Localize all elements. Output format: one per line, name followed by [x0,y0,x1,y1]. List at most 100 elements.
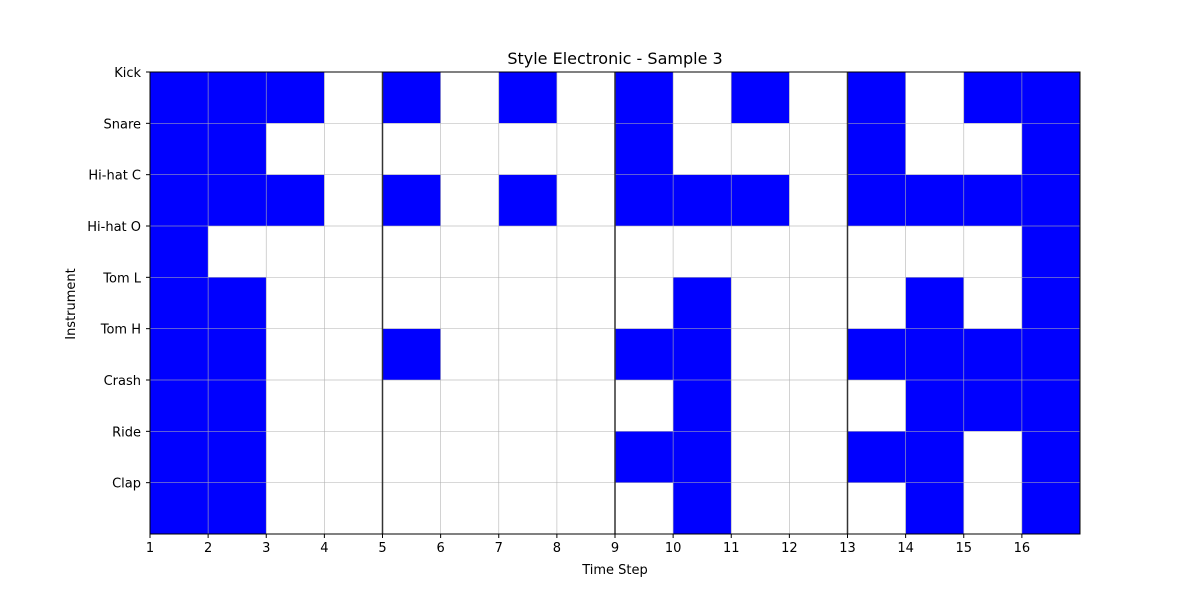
grid-layer [149,71,1081,535]
heatmap-cell [905,174,964,226]
x-axis-label: Time Step [581,563,648,578]
heatmap-cell [324,380,383,432]
heatmap-cell [615,328,674,380]
x-tick-label: 1 [146,541,154,556]
heatmap-cell [556,380,615,432]
heatmap-cell [847,328,906,380]
heatmap-cell [847,277,906,329]
heatmap-cell [498,72,557,124]
heatmap-cell [731,226,790,278]
heatmap-cell [150,431,209,483]
heatmap-cell [789,226,848,278]
heatmap-cell [673,226,732,278]
heatmap-cell [498,174,557,226]
heatmap-cell [324,482,383,534]
heatmap-cell [208,328,267,380]
heatmap-cell [789,123,848,175]
heatmap-cell [789,174,848,226]
x-axis-ticks: 1 2 3 4 5 6 7 8 9 10 11 12 13 14 15 16 [146,534,1030,556]
heatmap-cell [382,277,441,329]
heatmap-cell [440,328,499,380]
heatmap-cell [150,226,209,278]
heatmap-cell [905,72,964,124]
heatmap-cell [324,431,383,483]
x-tick-label: 13 [839,541,856,556]
heatmap-cell [1021,226,1080,278]
heatmap-cell [1021,123,1080,175]
heatmap-cell [324,328,383,380]
heatmap-cell [208,226,267,278]
heatmap-cell [498,226,557,278]
heatmap-cell [847,431,906,483]
heatmap-cell [1021,328,1080,380]
heatmap-cell [963,72,1022,124]
heatmap-cell [556,431,615,483]
heatmap-cell [382,431,441,483]
heatmap-cell [266,226,325,278]
heatmap-cell [324,277,383,329]
heatmap-cell [615,277,674,329]
heatmap-cell [963,431,1022,483]
y-tick-label: Crash [104,374,141,389]
heatmap-cell [673,277,732,329]
heatmap-cell [1021,72,1080,124]
heatmap-cell [615,226,674,278]
heatmap-cell [963,123,1022,175]
heatmap-cell [615,380,674,432]
heatmap-cell [498,123,557,175]
heatmap-cell [208,72,267,124]
heatmap-cell [382,482,441,534]
heatmap-cell [208,174,267,226]
heatmap-cell [615,482,674,534]
heatmap-cell [556,328,615,380]
cells-layer [150,72,1080,534]
y-tick-label: Hi-hat O [87,220,141,235]
heatmap-cell [556,482,615,534]
heatmap-cell [440,174,499,226]
y-tick-label: Tom L [102,271,141,286]
heatmap-cell [1021,482,1080,534]
heatmap-cell [1021,277,1080,329]
heatmap-cell [847,482,906,534]
heatmap-cell [150,482,209,534]
heatmap-cell [615,123,674,175]
heatmap-cell [440,431,499,483]
heatmap-cell [556,277,615,329]
heatmap-cell [382,328,441,380]
heatmap-cell [266,482,325,534]
heatmap-cell [324,123,383,175]
heatmap-cell [731,174,790,226]
heatmap-cell [963,226,1022,278]
heatmap-cell [673,123,732,175]
heatmap-cell [208,380,267,432]
heatmap-cell [556,72,615,124]
heatmap-cell [498,380,557,432]
x-tick-label: 15 [955,541,972,556]
heatmap-cell [731,482,790,534]
heatmap-cell [673,72,732,124]
y-tick-label: Tom H [100,323,141,338]
heatmap-cell [615,174,674,226]
x-tick-label: 2 [204,541,212,556]
heatmap-cell [266,277,325,329]
heatmap-cell [905,482,964,534]
heatmap-cell [324,226,383,278]
heatmap-cell [847,380,906,432]
heatmap-cell [615,431,674,483]
heatmap-cell [440,72,499,124]
heatmap-cell [963,482,1022,534]
heatmap-cell [731,277,790,329]
heatmap-cell [382,72,441,124]
x-tick-label: 12 [781,541,798,556]
heatmap-cell [673,328,732,380]
heatmap-cell [673,482,732,534]
x-tick-label: 3 [262,541,270,556]
heatmap-cell [1021,174,1080,226]
heatmap-cell [266,123,325,175]
x-tick-label: 7 [495,541,503,556]
heatmap-cell [673,380,732,432]
heatmap-cell [266,380,325,432]
heatmap-cell [150,72,209,124]
heatmap-cell [440,123,499,175]
heatmap-cell [963,328,1022,380]
